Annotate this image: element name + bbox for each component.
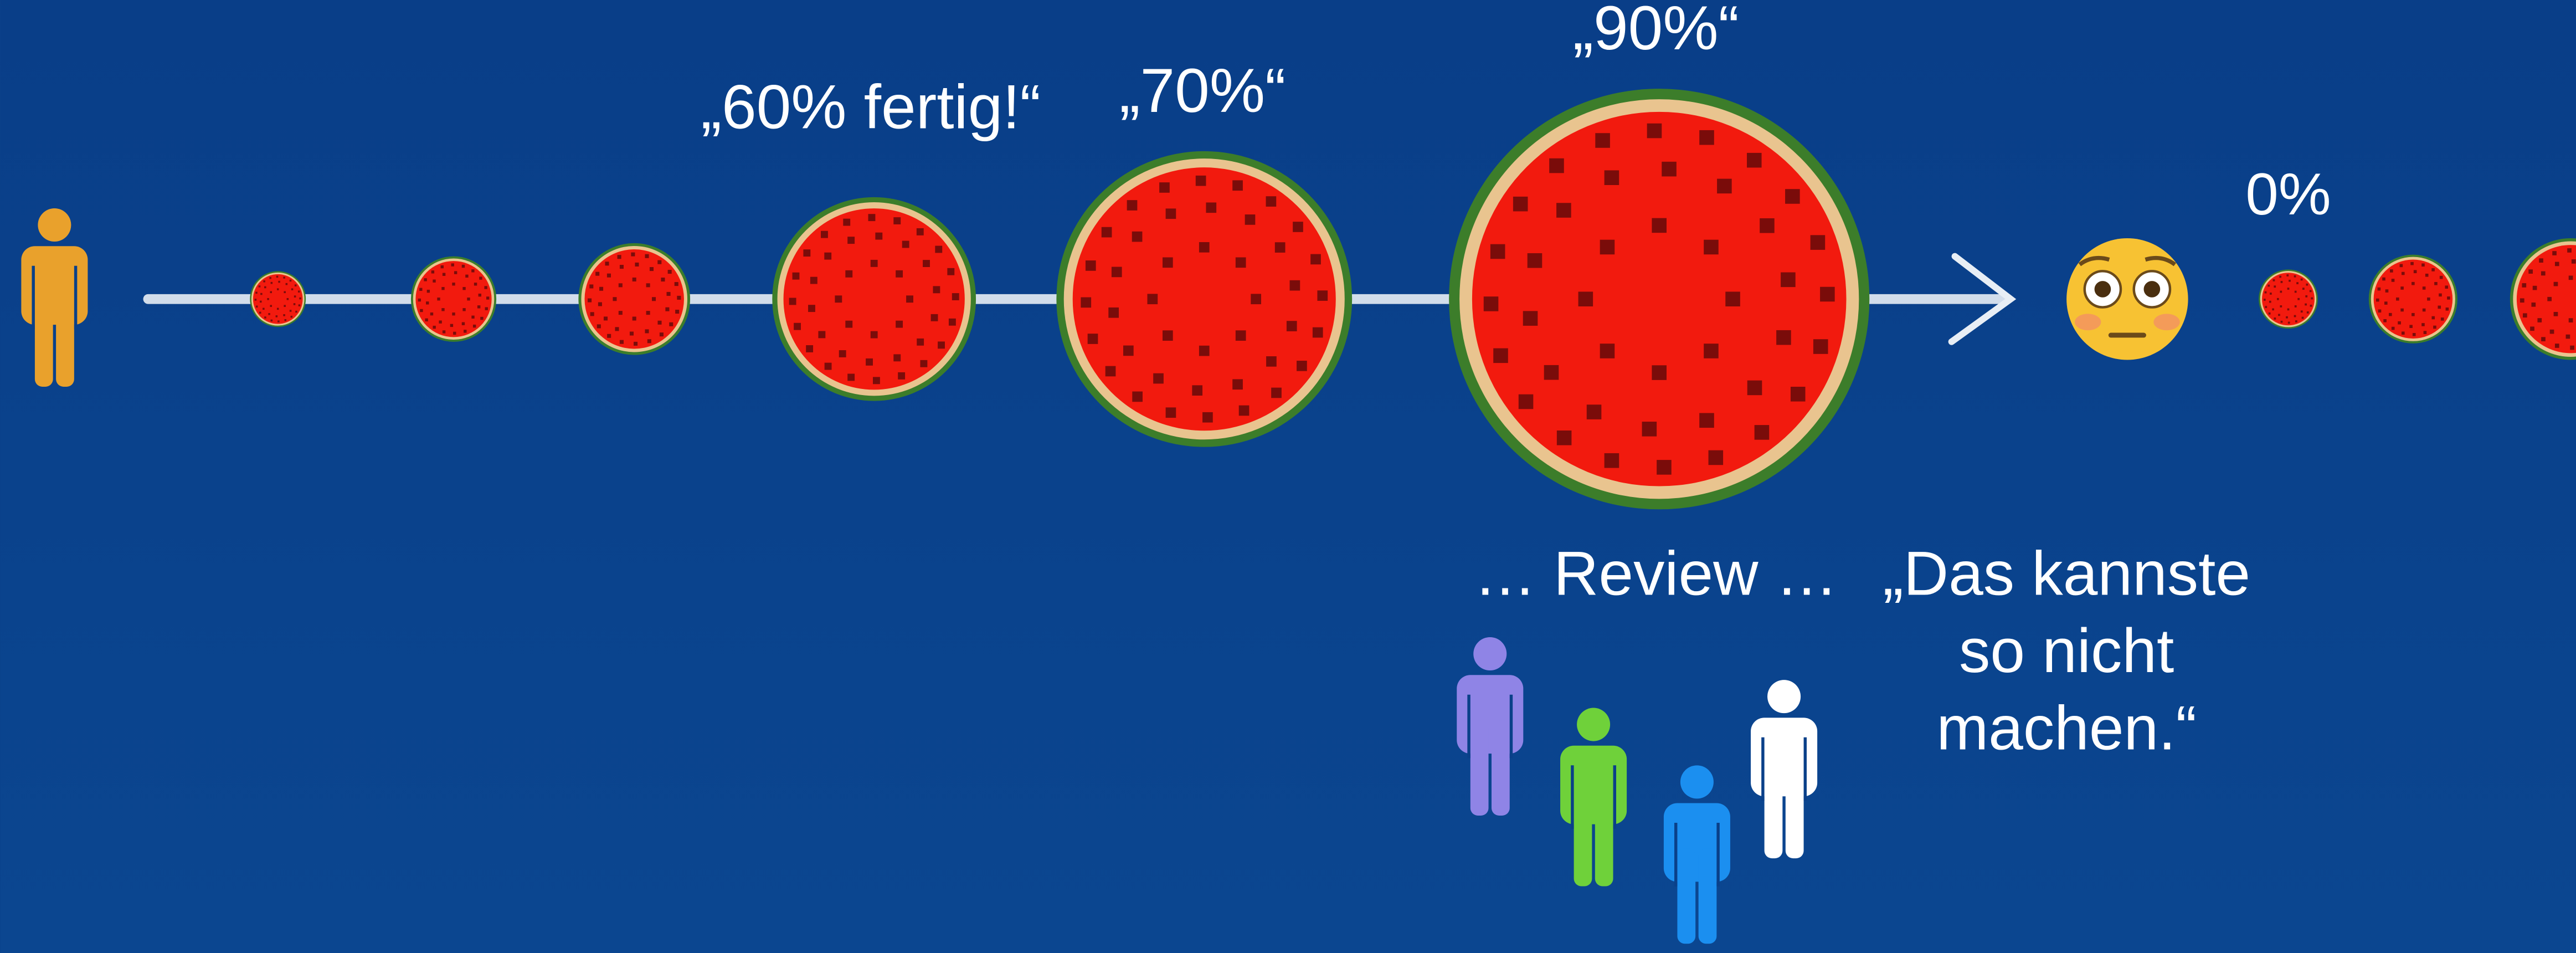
flushed-emoji — [2066, 238, 2188, 360]
label-0: 0% — [2245, 161, 2331, 227]
quote-line: machen.“ — [1936, 693, 2197, 762]
quote-line: so nicht — [1959, 616, 2174, 685]
review-label: … Review … — [1474, 539, 1838, 608]
page: „60% fertig!“ „70%“ „90%“ 0% … Review … … — [0, 0, 2576, 953]
quote-line: „Das kannste — [1883, 539, 2250, 608]
background — [1, 0, 2576, 953]
label-90: „90%“ — [1572, 0, 1739, 63]
label-70: „70%“ — [1119, 55, 1286, 125]
label-60: „60% fertig!“ — [701, 71, 1041, 141]
slide: „60% fertig!“ „70%“ „90%“ 0% … Review … … — [0, 0, 2576, 953]
